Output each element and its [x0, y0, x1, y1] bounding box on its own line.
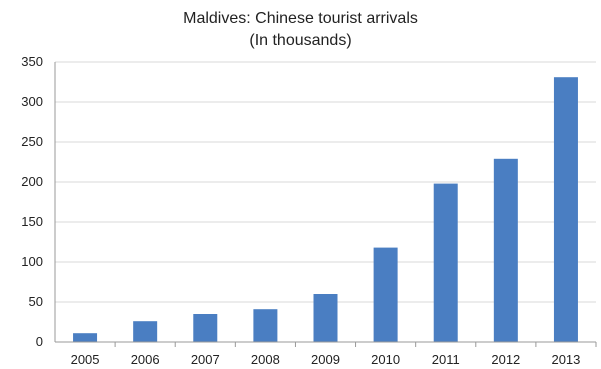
y-tick-label: 0: [36, 334, 43, 349]
bar-2008: [253, 309, 278, 342]
bar-2010: [373, 247, 398, 342]
chart-title: Maldives: Chinese tourist arrivals: [183, 10, 418, 27]
bar-2006: [133, 321, 158, 342]
x-tick-label: 2013: [551, 352, 580, 367]
bar-2012: [493, 158, 518, 342]
y-tick-labels: 0 50 100 150 200 250 300 350: [21, 54, 43, 349]
x-tick-label: 2007: [191, 352, 220, 367]
bar-2013: [553, 77, 578, 342]
bar-2011: [433, 183, 458, 342]
axes: [54, 62, 597, 347]
y-tick-label: 300: [21, 94, 43, 109]
chart-title-block: Maldives: Chinese tourist arrivals (In t…: [0, 8, 601, 52]
x-tick-labels: 2005 2006 2007 2008 2009 2010 2011 2012 2013: [71, 352, 581, 367]
bar-2007: [193, 314, 218, 342]
y-tick-label: 350: [21, 54, 43, 69]
x-tick-label: 2009: [311, 352, 340, 367]
bar-2005: [73, 333, 98, 342]
bar-2009: [313, 294, 338, 342]
x-tick-label: 2006: [131, 352, 160, 367]
x-tick-label: 2010: [371, 352, 400, 367]
x-tick-label: 2011: [432, 352, 460, 367]
y-tick-label: 50: [29, 294, 43, 309]
y-tick-label: 100: [21, 254, 43, 269]
x-tick-label: 2012: [491, 352, 520, 367]
x-tick-label: 2008: [251, 352, 280, 367]
x-tick-label: 2005: [71, 352, 100, 367]
chart-subtitle: (In thousands): [249, 32, 352, 49]
y-tick-label: 150: [21, 214, 43, 229]
y-tick-label: 250: [21, 134, 43, 149]
bars: [73, 77, 578, 342]
y-tick-label: 200: [21, 174, 43, 189]
